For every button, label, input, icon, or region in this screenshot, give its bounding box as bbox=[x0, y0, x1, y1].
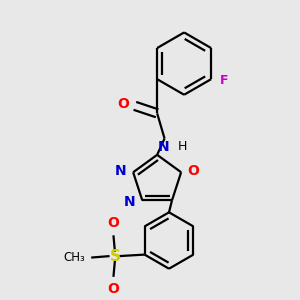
Text: H: H bbox=[178, 140, 187, 153]
Text: N: N bbox=[124, 195, 136, 209]
Text: O: O bbox=[118, 98, 130, 111]
Text: N: N bbox=[157, 140, 169, 154]
Text: N: N bbox=[115, 164, 127, 178]
Text: S: S bbox=[110, 249, 120, 264]
Text: O: O bbox=[107, 282, 119, 296]
Text: CH₃: CH₃ bbox=[64, 251, 85, 264]
Text: O: O bbox=[188, 164, 200, 178]
Text: O: O bbox=[107, 216, 119, 230]
Text: F: F bbox=[220, 74, 229, 87]
